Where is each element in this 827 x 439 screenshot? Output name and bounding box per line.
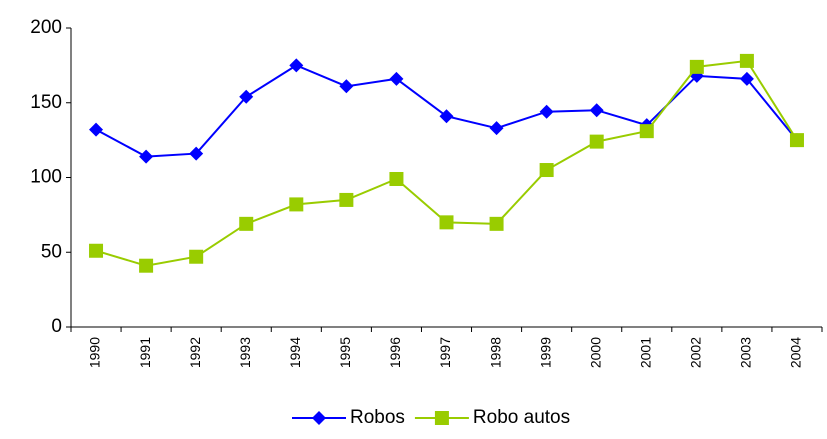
data-point [189, 249, 204, 264]
data-point [439, 109, 454, 124]
data-point [489, 121, 504, 136]
data-point [289, 58, 304, 73]
legend-marker [434, 411, 449, 425]
x-tick-label: 1993 [237, 337, 253, 368]
data-point [239, 89, 254, 104]
legend-label: Robo autos [473, 407, 570, 428]
x-tick-label: 1995 [337, 337, 353, 368]
legend-marker [312, 411, 326, 425]
y-tick-label: 50 [41, 241, 62, 262]
y-tick-label: 200 [30, 17, 62, 38]
data-point [239, 216, 254, 231]
data-point [389, 171, 404, 186]
data-point [589, 103, 604, 118]
data-point [789, 133, 804, 148]
x-tick-label: 2000 [587, 337, 603, 368]
data-point [189, 146, 204, 161]
data-point [739, 53, 754, 68]
data-point [439, 215, 454, 230]
data-point [89, 243, 104, 258]
x-tick-label: 1998 [487, 337, 503, 368]
x-tick-label: 2002 [688, 337, 704, 368]
data-point [539, 104, 554, 119]
x-tick-label: 1999 [537, 337, 553, 368]
x-tick-label: 1991 [137, 337, 153, 368]
x-tick-label: 1996 [387, 337, 403, 368]
x-tick-label: 2004 [788, 337, 804, 368]
data-point [589, 134, 604, 149]
data-point [739, 71, 754, 86]
y-tick-label: 150 [30, 92, 62, 113]
data-point [639, 124, 654, 139]
x-tick-label: 2001 [637, 337, 653, 368]
y-tick-label: 100 [30, 167, 62, 188]
legend-label: Robos [350, 407, 405, 428]
data-point [89, 122, 104, 137]
data-point [289, 197, 304, 212]
data-point [339, 192, 354, 207]
data-point [139, 258, 154, 273]
x-tick-label: 2003 [738, 337, 754, 368]
data-point [339, 79, 354, 94]
x-tick-label: 1997 [437, 337, 453, 368]
series-line [95, 59, 798, 267]
data-point [139, 149, 154, 164]
data-point [539, 163, 554, 178]
data-point [389, 71, 404, 86]
y-tick-label: 0 [51, 316, 62, 337]
x-tick-label: 1994 [287, 337, 303, 368]
data-point [689, 59, 704, 74]
x-tick-label: 1992 [187, 337, 203, 368]
x-tick-label: 1990 [87, 337, 103, 368]
data-point [489, 216, 504, 231]
